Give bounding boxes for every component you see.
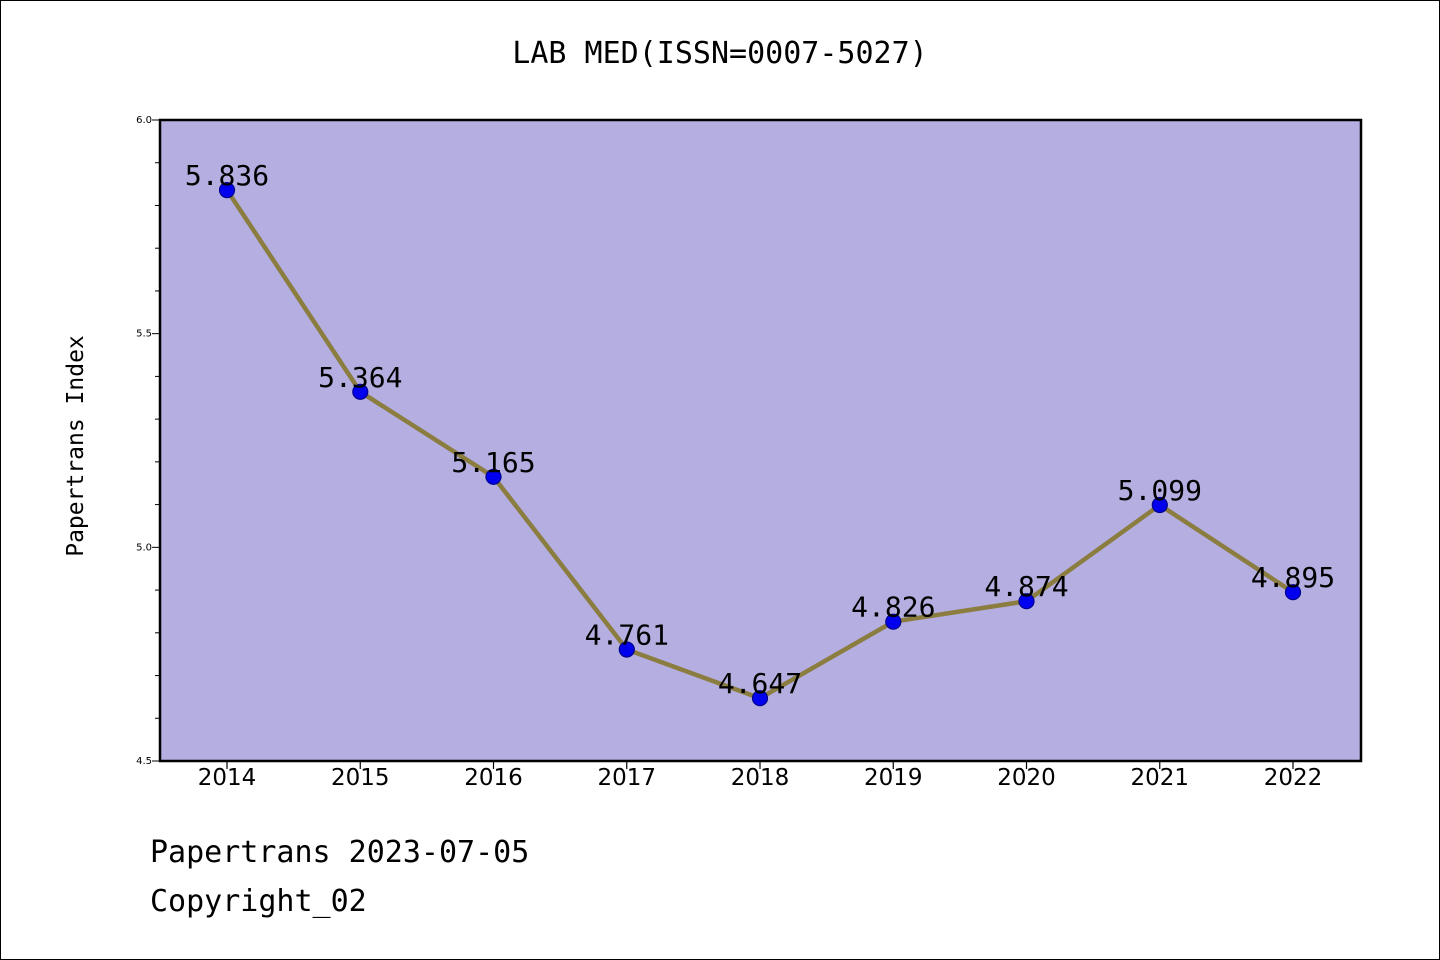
data-point — [885, 613, 902, 630]
data-label: 4.895 — [1251, 561, 1335, 594]
data-point — [485, 468, 502, 485]
data-point — [751, 690, 769, 707]
data-label: 5.364 — [318, 361, 402, 394]
data-labels: 5.836 5.364 5.165 4.761 4.647 4.826 4.874 5.099… — [185, 159, 1335, 700]
y-tick-label: 5.5 — [136, 329, 152, 340]
data-label: 4.874 — [984, 570, 1068, 603]
y-tick-label: 4.5 — [136, 756, 152, 767]
data-label: 4.826 — [851, 591, 935, 624]
y-axis-label: Papertrans Index — [63, 335, 89, 557]
data-label: 4.647 — [718, 667, 802, 700]
axis-ticks: 4.5 5.0 5.5 6.0 2014 2015 2016 2017 2018 2019 2020… — [136, 115, 1322, 791]
data-label: 5.099 — [1118, 474, 1202, 507]
data-point — [618, 641, 635, 658]
data-label: 5.836 — [185, 159, 269, 192]
x-tick-label: 2018 — [731, 765, 790, 791]
y-tick-label: 5.0 — [136, 542, 152, 553]
data-point — [1284, 584, 1302, 601]
footer-copyright-text: Copyright_02 — [150, 884, 367, 919]
data-label: 4.761 — [585, 619, 669, 652]
y-tick-label: 6.0 — [136, 115, 152, 126]
footer-date-text: Papertrans 2023-07-05 — [150, 835, 530, 870]
data-label: 5.165 — [451, 446, 535, 479]
x-tick-label: 2014 — [198, 765, 257, 791]
data-point — [218, 182, 236, 199]
x-tick-label: 2020 — [997, 765, 1056, 791]
x-tick-label: 2019 — [864, 765, 923, 791]
x-tick-label: 2021 — [1130, 765, 1189, 791]
data-point — [1018, 593, 1035, 610]
data-point — [1151, 496, 1168, 514]
x-tick-label: 2016 — [464, 765, 523, 791]
chart-title: LAB MED(ISSN=0007-5027) — [512, 36, 928, 71]
plot-border — [158, 118, 1363, 763]
plot-area — [160, 120, 1361, 761]
x-tick-label: 2022 — [1264, 765, 1323, 791]
data-markers — [218, 182, 1302, 707]
x-tick-label: 2017 — [597, 765, 656, 791]
data-point — [352, 383, 369, 400]
x-tick-label: 2015 — [331, 765, 390, 791]
